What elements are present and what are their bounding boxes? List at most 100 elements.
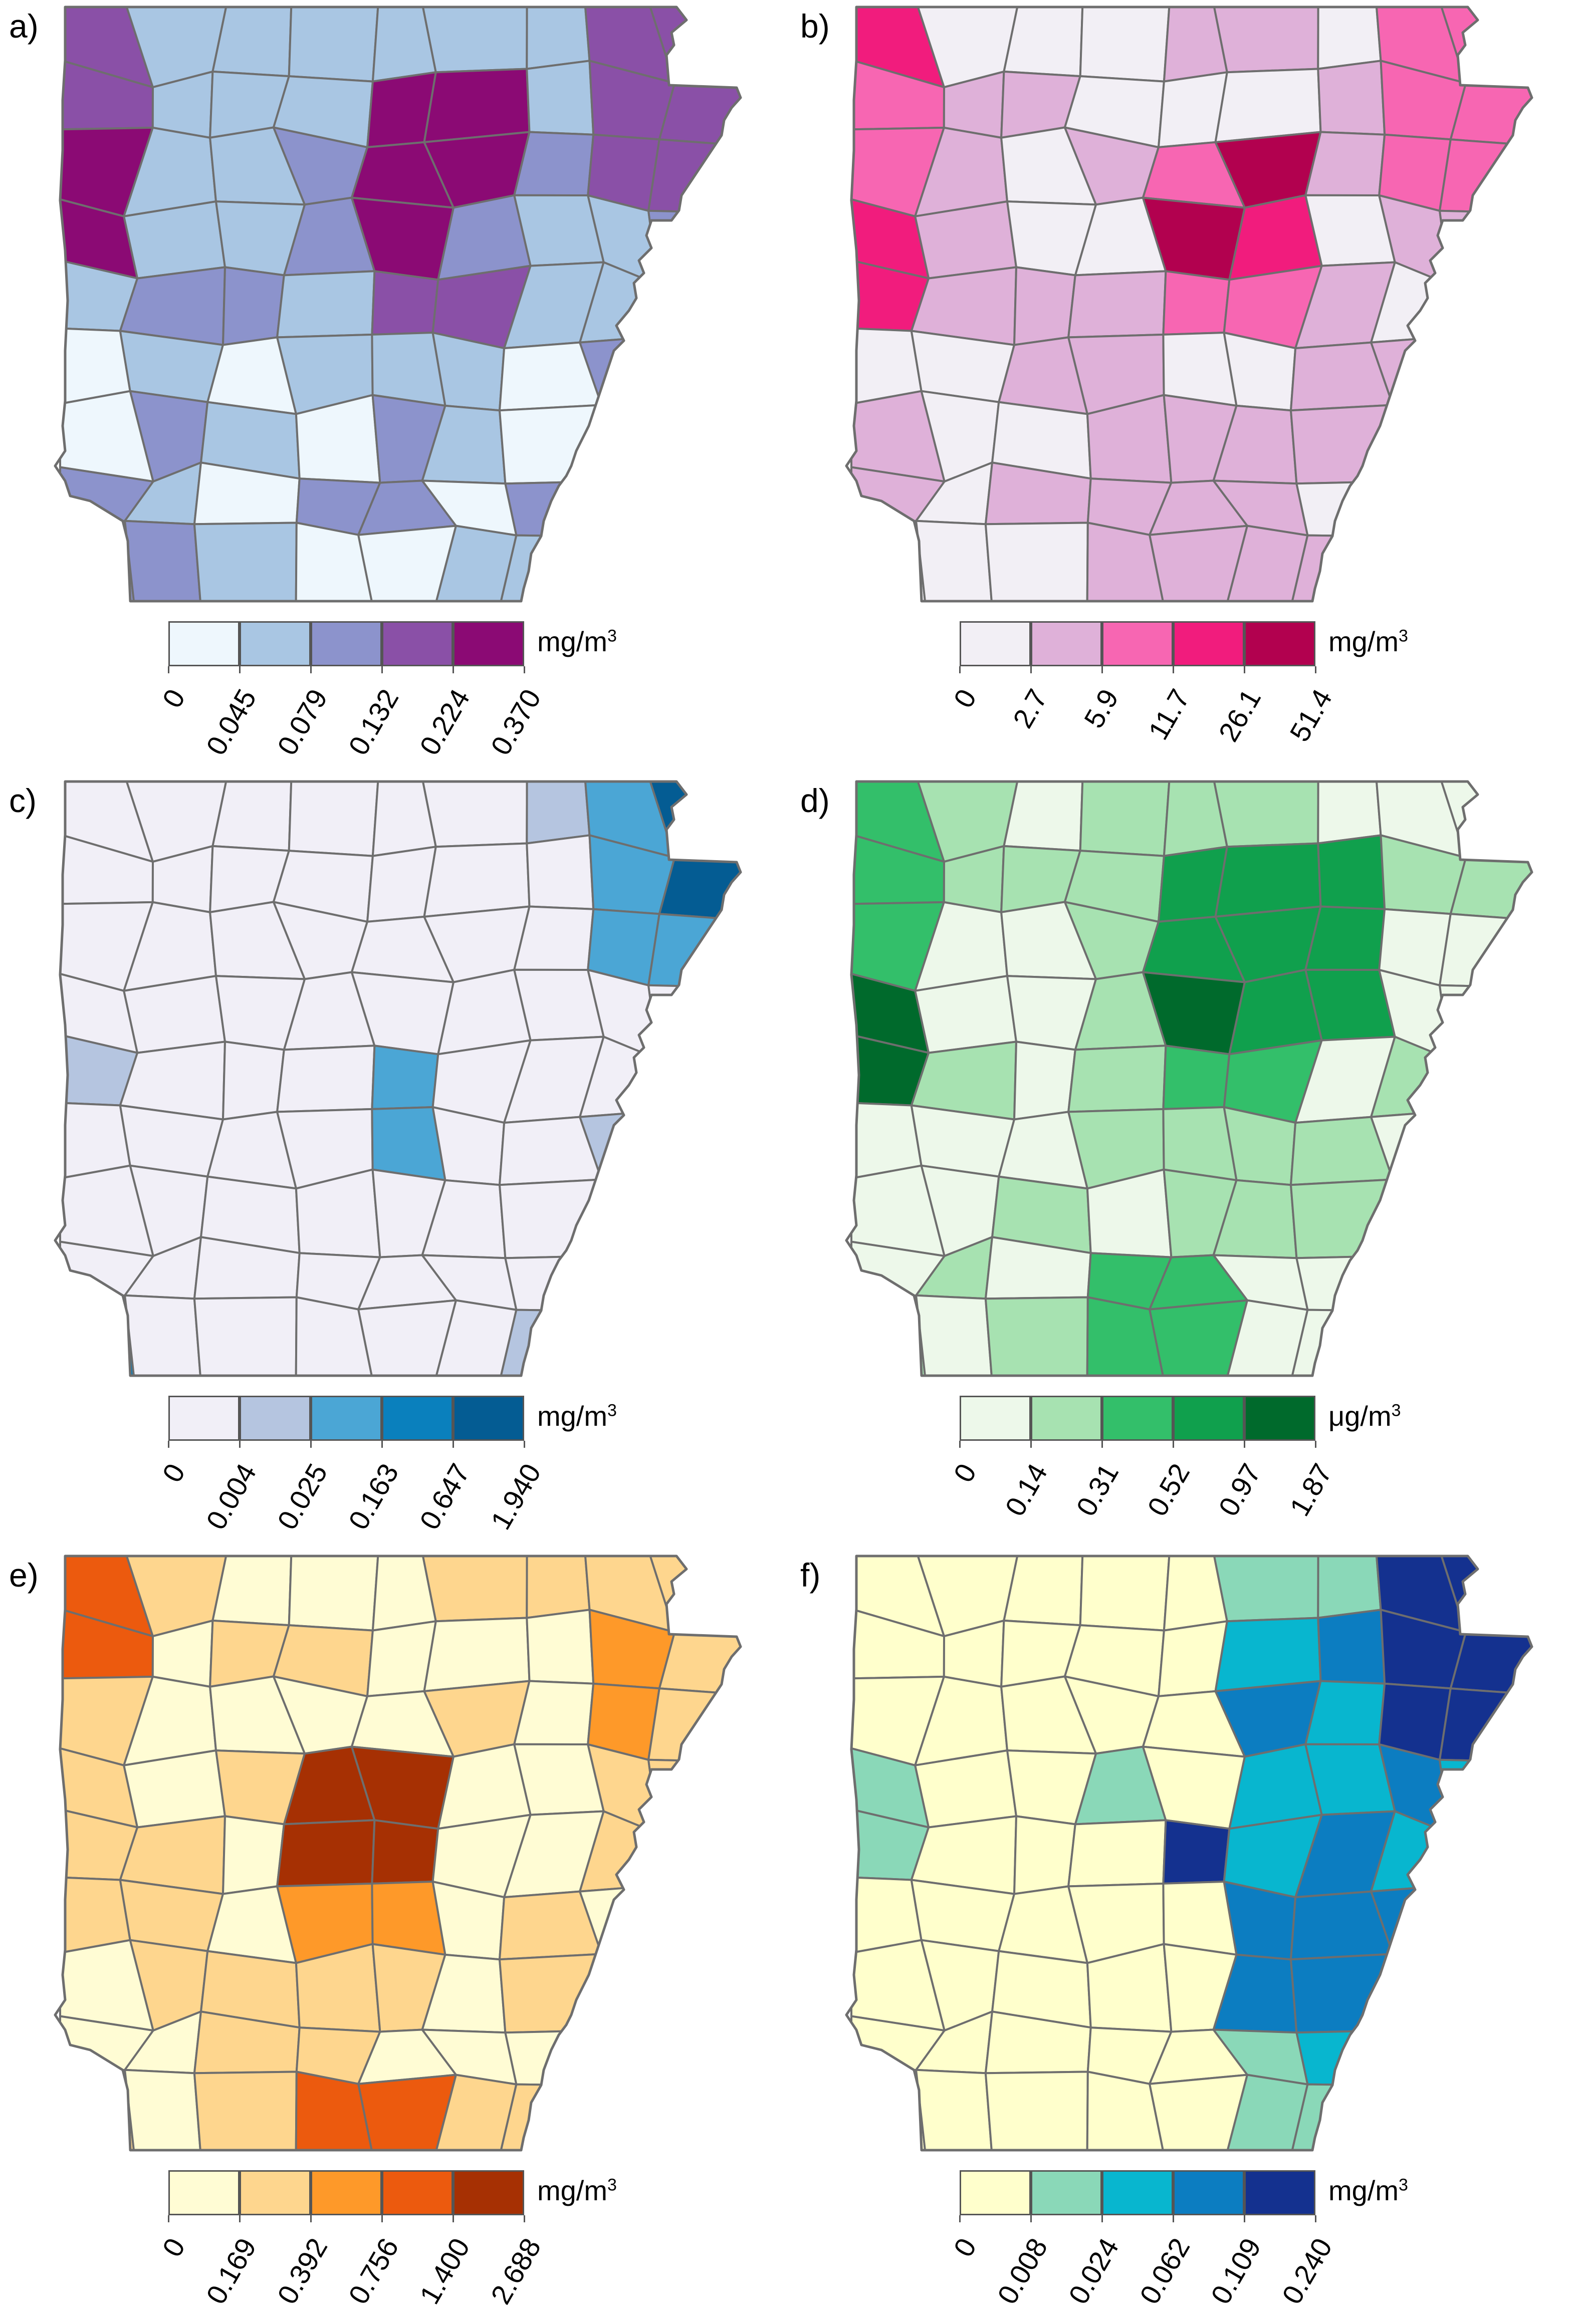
legend-tick-mark (1315, 666, 1316, 673)
state-border (54, 6, 742, 603)
county (649, 1244, 741, 1316)
county (1448, 1826, 1532, 1886)
county (526, 1556, 591, 1619)
legend-swatch (168, 1396, 240, 1441)
county (222, 266, 285, 346)
county (1291, 2083, 1397, 2150)
panel-b: b) mg/m3 0 2.7 5.9 11.7 26.1 51.4 (791, 0, 1582, 774)
county (1213, 7, 1319, 74)
legend-tick-mark (1101, 666, 1103, 673)
county-map (845, 6, 1533, 603)
county (914, 200, 1017, 280)
counties (59, 1556, 741, 2150)
legend-swatch (240, 1396, 311, 1441)
county-map (54, 1555, 742, 2152)
county (657, 1826, 741, 1886)
county (1317, 1609, 1386, 1685)
county (423, 68, 531, 143)
county (657, 277, 741, 337)
county (1371, 1247, 1470, 1316)
county (1149, 525, 1248, 601)
county (526, 782, 591, 845)
legend-swatch (960, 1396, 1031, 1441)
legend-swatch (1173, 1396, 1244, 1441)
county (371, 270, 439, 336)
county (1295, 2029, 1380, 2087)
county (1067, 270, 1167, 339)
county (658, 842, 741, 921)
county (1449, 842, 1532, 921)
panel-c: c) mg/m3 0 0.004 0.025 0.163 0.647 1.940 (0, 774, 791, 1549)
legend-tick-mark (381, 2215, 383, 2222)
legend-tick-mark (1315, 2215, 1316, 2222)
county (580, 472, 679, 542)
county (1226, 2074, 1309, 2150)
county (1463, 1878, 1532, 1961)
county (1086, 1296, 1164, 1376)
county (1439, 209, 1532, 286)
county (124, 1294, 201, 1376)
county (915, 1294, 993, 1376)
county (357, 1299, 457, 1376)
legend-tick-mark (239, 666, 241, 673)
county (671, 1878, 741, 1961)
state-border (845, 780, 1533, 1377)
legend-tick-mark (524, 666, 525, 673)
county (193, 522, 298, 601)
county (1463, 329, 1532, 412)
county (435, 525, 518, 601)
legend-tick-mark (239, 1441, 241, 1448)
legend-swatch (1102, 621, 1173, 666)
legend-tick-mark (1173, 666, 1174, 673)
legend-swatch (168, 621, 240, 666)
legend-swatch (960, 621, 1031, 666)
legend-tick-mark (310, 1441, 312, 1448)
county (671, 329, 741, 412)
county (915, 520, 993, 601)
county (1377, 1310, 1444, 1376)
legend-swatch (453, 621, 524, 666)
legend-tick-mark (453, 1441, 454, 1448)
legend-swatch (1031, 621, 1102, 666)
county (526, 7, 591, 70)
county (1317, 782, 1382, 845)
panel-d: d) μg/m3 0 0.14 0.31 0.52 0.97 1.87 (791, 774, 1582, 1549)
legend-unit: mg/m3 (537, 626, 617, 657)
legend-swatch (1031, 2170, 1102, 2215)
state-border (54, 780, 742, 1377)
legend-tick-mark (1101, 1441, 1103, 1448)
county (422, 782, 528, 848)
county (1149, 1299, 1248, 1376)
county (1079, 782, 1171, 857)
county (276, 270, 376, 339)
county (423, 1617, 531, 1692)
county (422, 1556, 528, 1623)
legend-swatch (382, 1396, 453, 1441)
county (1290, 1953, 1394, 2034)
legend-swatch (1173, 621, 1244, 666)
county (1079, 1556, 1171, 1632)
county (1468, 1938, 1532, 2024)
county (499, 1178, 603, 1259)
panel-label: c) (9, 782, 37, 819)
county (1371, 2021, 1470, 2091)
county (984, 2071, 1089, 2150)
legend-swatch (1102, 2170, 1173, 2215)
legend-tick-mark (168, 666, 169, 673)
county (580, 1247, 679, 1316)
legend-swatch (1244, 621, 1315, 666)
county (295, 2071, 373, 2150)
county (1441, 2075, 1532, 2150)
county (1290, 1178, 1394, 1259)
legend-tick-mark (959, 1441, 961, 1448)
county (1013, 1815, 1076, 1895)
counties (850, 1556, 1532, 2150)
county-map (845, 780, 1533, 1377)
legend-swatch (453, 1396, 524, 1441)
county (649, 2075, 741, 2150)
legend-swatch (311, 621, 382, 666)
county (222, 1815, 285, 1895)
counties (850, 782, 1532, 1376)
legend-swatch (382, 2170, 453, 2215)
county (1226, 1299, 1309, 1376)
